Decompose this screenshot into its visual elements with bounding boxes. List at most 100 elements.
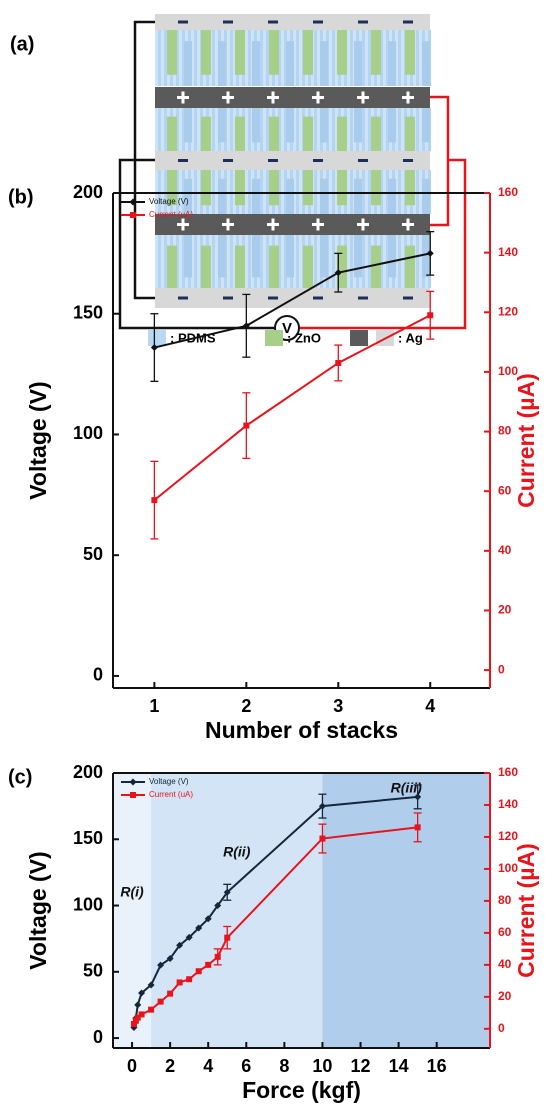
pdms-stripe (296, 30, 299, 86)
ag-electrode (155, 214, 430, 235)
zno-rod (167, 30, 177, 75)
data-point (215, 954, 221, 960)
zno-rod (371, 30, 381, 75)
y-tick-label: 150 (73, 302, 103, 322)
pdms-stripe (260, 235, 263, 288)
pdms-tooth (184, 235, 192, 277)
pdms-stripe (158, 235, 161, 288)
zno-rod (269, 170, 279, 205)
panel-label: (a) (10, 33, 34, 55)
panel-label: (b) (8, 186, 34, 208)
pdms-stripe (362, 108, 365, 151)
zno-rod (371, 170, 381, 205)
data-point (335, 360, 341, 366)
pdms-stripe (266, 108, 269, 151)
pdms-stripe (266, 30, 269, 86)
data-point (427, 312, 433, 318)
y-tick-label: 0 (93, 1027, 103, 1047)
pdms-stripe (350, 235, 353, 288)
ag-electrode (155, 87, 430, 108)
y2-tick-label: 0 (498, 662, 505, 676)
pdms-tooth (218, 41, 226, 86)
pdms-tooth (184, 41, 192, 86)
pdms-stripe (164, 108, 167, 151)
pdms-tooth (252, 108, 260, 142)
y2-tick-label: 140 (498, 245, 518, 259)
zno-rod (405, 117, 415, 151)
y2-tick-label: 160 (498, 185, 518, 199)
y2-tick-label: 20 (498, 989, 512, 1003)
x-tick-label: 4 (203, 1056, 213, 1076)
pdms-tooth (218, 235, 226, 277)
zno-rod (337, 30, 347, 75)
data-point (224, 935, 230, 941)
data-point (167, 991, 173, 997)
x-axis-label: Number of stacks (205, 717, 398, 743)
y2-tick-label: 80 (498, 424, 512, 438)
pdms-tooth (354, 235, 362, 277)
data-point (205, 962, 211, 968)
y2-tick-label: 160 (498, 765, 518, 779)
y-axis-label: Voltage (V) (25, 851, 51, 969)
region-band (151, 773, 322, 1048)
pdms-stripe (212, 30, 215, 86)
pdms-tooth (388, 108, 396, 142)
data-point (139, 1011, 145, 1017)
pdms-stripe (164, 30, 167, 86)
y-tick-label: 150 (73, 828, 103, 848)
pdms-tooth (286, 179, 294, 214)
legend-swatch (265, 330, 283, 346)
zno-rod (371, 117, 381, 151)
y2-tick-label: 0 (498, 1021, 505, 1035)
pdms-stripe (362, 30, 365, 86)
y-tick-label: 0 (93, 665, 103, 685)
x-tick-label: 6 (241, 1056, 251, 1076)
zno-rod (201, 170, 211, 205)
y-tick-label: 200 (73, 762, 103, 782)
y2-axis-label: Current (µA) (513, 843, 539, 978)
zno-rod (269, 117, 279, 151)
pdms-tooth (422, 235, 430, 277)
x-tick-label: 3 (333, 696, 343, 716)
pdms-tooth (354, 179, 362, 214)
pdms-tooth (320, 108, 328, 142)
pdms-stripe (230, 30, 233, 86)
zno-rod (201, 117, 211, 151)
y2-tick-label: 120 (498, 829, 518, 843)
pdms-stripe (158, 108, 161, 151)
pdms-stripe (164, 235, 167, 288)
data-point (243, 423, 249, 429)
pdms-stripe (416, 235, 419, 288)
region-label: R(i) (120, 884, 144, 900)
pdms-stripe (332, 30, 335, 86)
legend-label: : Ag (398, 330, 423, 345)
zno-rod (337, 170, 347, 205)
x-tick-label: 16 (427, 1056, 447, 1076)
pdms-stripe (230, 235, 233, 288)
pdms-stripe (260, 30, 263, 86)
x-tick-label: 2 (165, 1056, 175, 1076)
pdms-tooth (354, 41, 362, 86)
y2-tick-label: 20 (498, 603, 512, 617)
x-axis-label: Force (kgf) (242, 1077, 361, 1103)
zno-rod (167, 117, 177, 151)
zno-rod (201, 30, 211, 75)
y2-tick-label: 40 (498, 543, 512, 557)
pdms-tooth (184, 108, 192, 142)
pdms-tooth (252, 235, 260, 277)
y2-tick-label: 140 (498, 797, 518, 811)
pdms-stripe (416, 108, 419, 151)
pdms-stripe (248, 235, 251, 288)
legend-label: Current (uA) (149, 210, 193, 219)
pdms-stripe (398, 235, 401, 288)
zno-rod (269, 30, 279, 75)
pdms-stripe (416, 30, 419, 86)
pdms-stripe (398, 108, 401, 151)
zno-rod (303, 246, 313, 288)
panel-label: (c) (8, 766, 32, 788)
pdms-stripe (332, 108, 335, 151)
zno-rod (201, 246, 211, 288)
ag-electrode (155, 14, 430, 30)
pdms-tooth (320, 179, 328, 214)
x-tick-label: 2 (241, 696, 251, 716)
